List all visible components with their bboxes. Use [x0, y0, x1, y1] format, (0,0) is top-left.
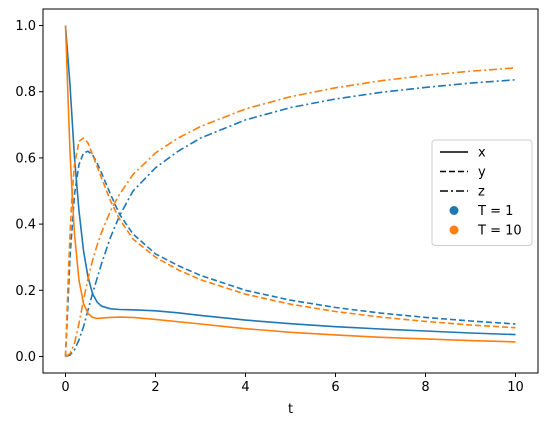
- y-tick-label: 0.0: [15, 350, 36, 365]
- legend-marker: [449, 206, 459, 215]
- legend: xyz T = 1 T = 10: [431, 139, 533, 246]
- x-tick-label: 4: [241, 380, 249, 395]
- legend-label: T = 10: [477, 224, 522, 239]
- ticks-layer: 0 2 4 6 8 10 0.0 0.2 0.4 0.6 0.8 1.0: [15, 19, 523, 395]
- y-tick-label: 0.6: [15, 151, 36, 166]
- series-line-t1-z: [65, 79, 516, 358]
- x-tick-label: 6: [331, 380, 339, 395]
- x-axis-label: t: [288, 402, 293, 417]
- plot-frame: [42, 8, 539, 374]
- series-line-t10-y: [64, 137, 516, 357]
- series-line-t10-z: [65, 67, 516, 358]
- legend-label: z: [478, 185, 485, 200]
- legend-label: y: [478, 165, 486, 180]
- legend-label: x: [478, 146, 486, 161]
- y-tick-label: 0.8: [15, 85, 36, 100]
- legend-marker: [449, 225, 459, 235]
- series-line-t1-y: [64, 150, 516, 357]
- legend-label: T = 1: [477, 204, 513, 219]
- x-tick-label: 2: [151, 380, 159, 395]
- y-tick-label: 0.4: [15, 218, 36, 233]
- x-tick-label: 10: [507, 380, 524, 395]
- x-tick-label: 0: [61, 380, 69, 395]
- series-layer: [64, 25, 516, 358]
- series-line-t1-x: [64, 25, 516, 336]
- legend-box: [431, 139, 533, 246]
- y-tick-label: 0.2: [15, 284, 36, 299]
- x-tick-label: 8: [421, 380, 429, 395]
- y-tick-label: 1.0: [15, 19, 36, 34]
- series-line-t10-x: [64, 25, 516, 343]
